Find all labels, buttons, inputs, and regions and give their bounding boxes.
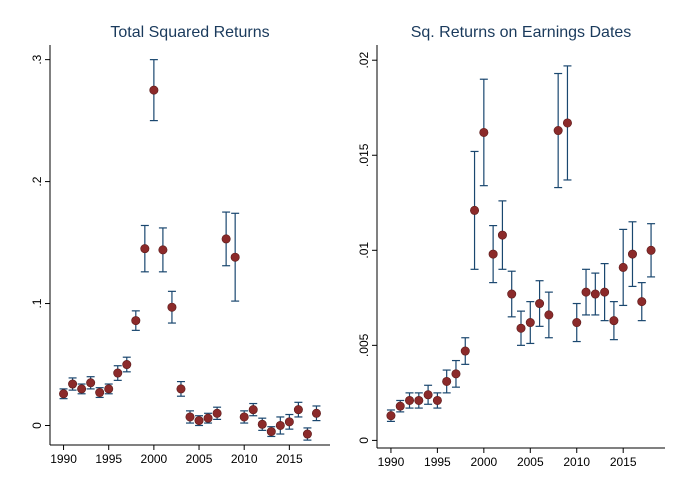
point [131, 316, 141, 326]
point [442, 376, 452, 386]
point [405, 395, 415, 405]
x-tick-label: 2010 [231, 452, 258, 466]
point [395, 401, 405, 411]
point [149, 85, 159, 95]
y-tick-label: .02 [357, 52, 371, 69]
point [386, 411, 396, 421]
point [239, 412, 249, 422]
point [581, 287, 591, 297]
point [553, 126, 563, 136]
point [590, 289, 600, 299]
point [302, 429, 312, 439]
point [516, 323, 526, 333]
point [176, 384, 186, 394]
y-tick-label: .005 [357, 333, 371, 357]
point [284, 417, 294, 427]
point [618, 262, 628, 272]
x-tick-label: 2005 [186, 452, 213, 466]
point [104, 384, 114, 394]
point [479, 127, 489, 137]
chart-title: Total Squared Returns [110, 24, 269, 41]
point [77, 384, 87, 394]
point [460, 346, 470, 356]
x-tick-label: 1990 [378, 455, 405, 469]
x-tick-label: 2015 [610, 455, 637, 469]
point [275, 420, 285, 430]
point [113, 368, 123, 378]
point [544, 310, 554, 320]
point [311, 408, 321, 418]
point [637, 297, 647, 307]
point [414, 395, 424, 405]
point [562, 118, 572, 128]
point [221, 234, 231, 244]
point [185, 412, 195, 422]
point [432, 395, 442, 405]
point [95, 388, 105, 398]
x-tick-label: 2000 [141, 452, 168, 466]
point [423, 390, 433, 400]
point [488, 249, 498, 259]
point [470, 205, 480, 215]
x-tick-label: 1995 [424, 455, 451, 469]
x-tick-label: 2000 [470, 455, 497, 469]
point [122, 360, 132, 370]
x-tick-label: 2010 [563, 455, 590, 469]
x-tick-label: 2005 [517, 455, 544, 469]
x-tick-label: 1990 [50, 452, 77, 466]
point [59, 389, 69, 399]
x-tick-label: 2015 [276, 452, 303, 466]
point [203, 413, 213, 423]
point [167, 302, 177, 312]
point [257, 419, 267, 429]
y-tick-label: .015 [357, 143, 371, 167]
point [212, 408, 222, 418]
point [266, 427, 276, 437]
point [86, 378, 96, 388]
chart-title: Sq. Returns on Earnings Dates [411, 24, 632, 41]
y-tick-label: .1 [30, 298, 44, 308]
point [293, 405, 303, 415]
point [158, 245, 168, 255]
point [68, 379, 78, 389]
y-tick-label: 0 [30, 422, 44, 429]
point [535, 299, 545, 309]
x-tick-label: 1995 [95, 452, 122, 466]
point [497, 230, 507, 240]
y-tick-label: .2 [30, 176, 44, 186]
point [572, 318, 582, 328]
y-tick-label: 0 [357, 437, 371, 444]
point [627, 249, 637, 259]
point [248, 405, 258, 415]
point [230, 252, 240, 262]
point [646, 245, 656, 255]
point [451, 369, 461, 379]
point [507, 289, 517, 299]
y-tick-label: .01 [357, 242, 371, 259]
point [194, 416, 204, 426]
point [525, 318, 535, 328]
point [609, 316, 619, 326]
y-tick-label: .3 [30, 54, 44, 64]
point [140, 244, 150, 254]
point [600, 287, 610, 297]
